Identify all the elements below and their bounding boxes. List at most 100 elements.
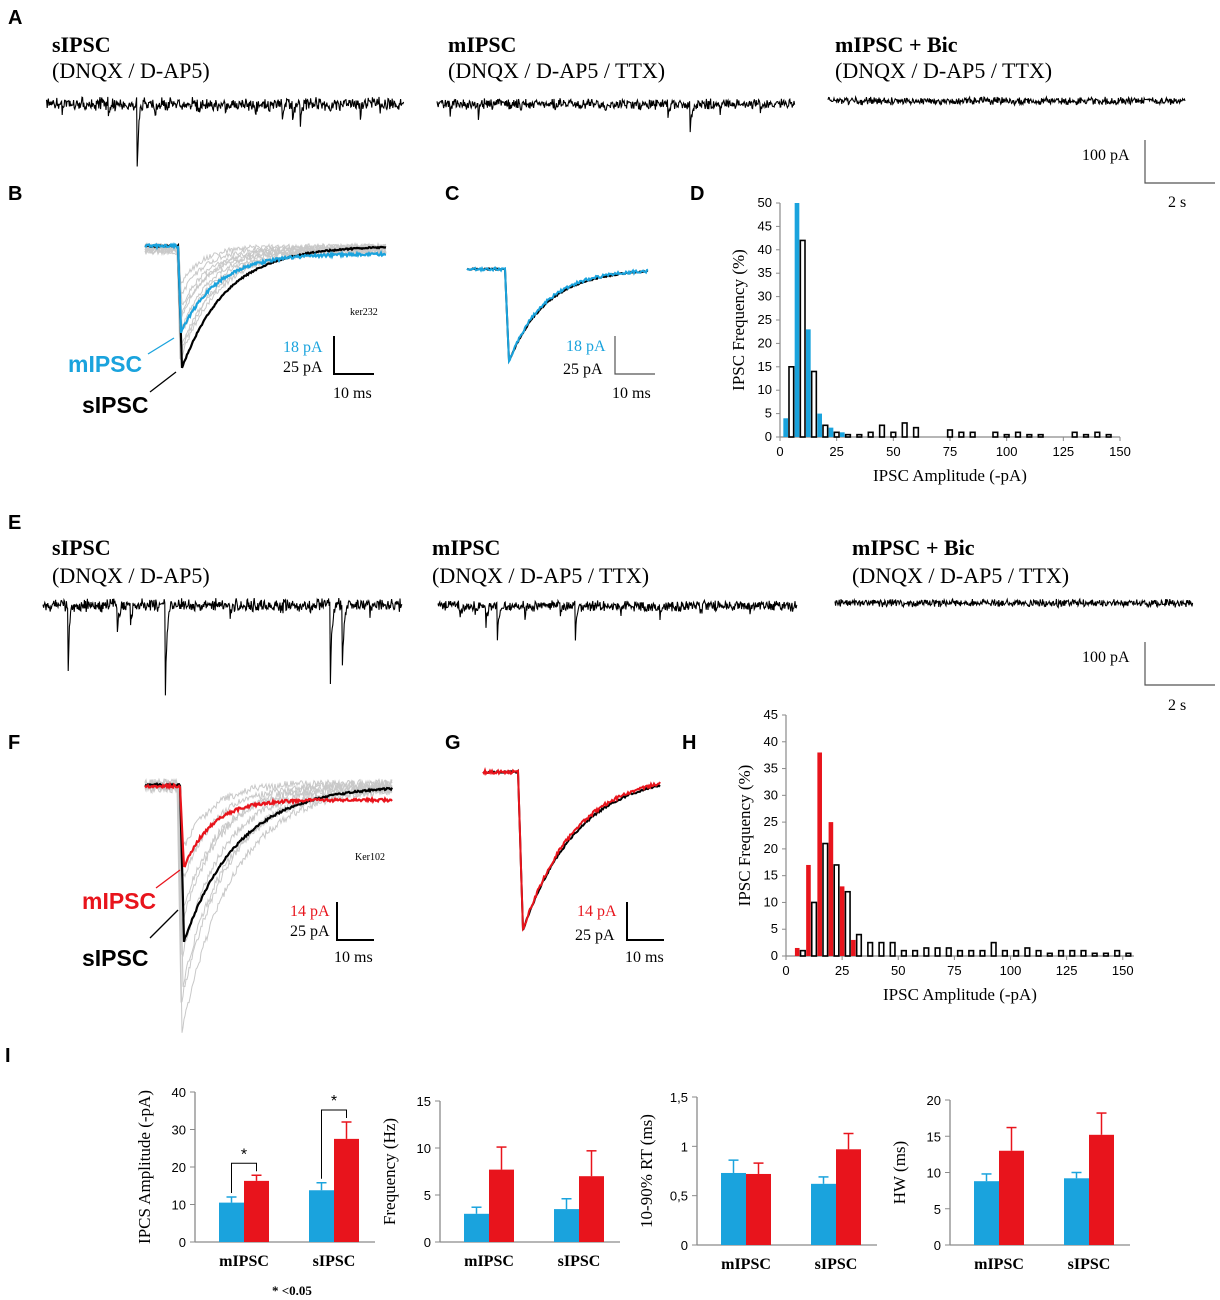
f-individual-trace <box>144 777 393 855</box>
b-scale-bar: 18 pA 25 pA 10 ms <box>283 336 374 402</box>
d-y-tick-label: 25 <box>758 312 772 327</box>
b-scale-t: 10 ms <box>333 385 372 402</box>
d-bar-sipsc <box>1026 433 1033 438</box>
d-y-tick-label: 30 <box>758 289 772 304</box>
i1-significance-star: * <box>241 1146 247 1163</box>
g-scale-bar: 14 pA 25 pA 10 ms <box>575 902 664 966</box>
a-cond3-subtitle: (DNQX / D-AP5 / TTX) <box>835 58 1052 83</box>
i-frequency-chart: 0 5 10 15 mIPSC sIPSC Frequency (Hz) <box>380 1094 620 1270</box>
h-bar-sipsc <box>956 949 964 957</box>
h-bar-sipsc <box>1114 949 1121 957</box>
h-bar-sipsc <box>867 941 874 957</box>
h-bar-sipsc <box>878 941 885 957</box>
h-bar-mipsc <box>806 864 811 956</box>
i-significance-footnote: * <0.05 <box>272 1283 312 1298</box>
f-arrow-mipsc <box>155 869 181 889</box>
h-x-tick-label: 0 <box>782 963 789 978</box>
h-bar-sipsc <box>1069 949 1076 957</box>
i3-error-bar <box>843 1132 854 1150</box>
i2-error-bar <box>496 1146 507 1170</box>
d-x-tick-label: 100 <box>996 444 1018 459</box>
i4-bar-control-mipsc <box>974 1181 999 1245</box>
h-x-tick-label: 75 <box>947 963 961 978</box>
d-histogram: 0 5 10 15 20 25 30 35 40 45 50 0 25 50 75 100 125 150 IPSC… <box>729 195 1131 485</box>
d-bar-sipsc <box>1105 433 1112 438</box>
h-x-tick-label: 25 <box>835 963 849 978</box>
d-bar-sipsc <box>844 433 852 438</box>
h-x-tick-label: 150 <box>1112 963 1134 978</box>
panel-label-e: E <box>8 512 21 534</box>
e-cond1-subtitle: (DNQX / D-AP5) <box>52 563 210 588</box>
d-bar-sipsc <box>946 429 954 438</box>
i3-bar-treated-mipsc <box>746 1173 771 1245</box>
i2-error-bar <box>471 1206 482 1214</box>
c-trace-sipsc-scaled <box>466 267 649 365</box>
d-bar-mipsc <box>806 329 811 437</box>
b-scale-s: 25 pA <box>283 359 323 376</box>
d-bar-sipsc <box>867 431 874 438</box>
h-bar-sipsc <box>934 947 941 957</box>
panel-label-b: B <box>8 183 22 205</box>
g-normalized-traces <box>482 767 661 932</box>
d-y-tick-label: 20 <box>758 335 772 350</box>
h-bar-sipsc <box>1080 949 1087 957</box>
e-scale-x-label: 2 s <box>1168 697 1186 714</box>
panel-label-c: C <box>445 183 459 205</box>
d-bar-mipsc <box>828 427 834 437</box>
h-y-tick-label: 25 <box>764 814 778 829</box>
h-bar-sipsc <box>923 947 930 957</box>
i3-y-tick-label: 0,5 <box>670 1189 688 1204</box>
d-y-tick-label: 15 <box>758 359 772 374</box>
f-scale-s: 25 pA <box>290 923 330 940</box>
f-legend-mipsc: mIPSC <box>82 888 156 914</box>
g-trace-sipsc-scaled <box>482 768 661 931</box>
e-cond3-title: mIPSC + Bic <box>852 535 975 560</box>
b-trace-sipsc-average <box>144 242 387 369</box>
d-bar-sipsc <box>1071 431 1078 438</box>
h-bar-sipsc <box>1057 949 1065 957</box>
e-raw-traces <box>42 597 1194 696</box>
i2-category-label: mIPSC <box>464 1253 514 1270</box>
i-amplitude-chart: 0 10 20 30 40 mIPSC * sIPSC * IPCS Amplitude (-pA… <box>135 1085 375 1270</box>
i1-bar-treated-sipsc <box>334 1138 359 1242</box>
f-scale-t: 10 ms <box>334 949 373 966</box>
b-trace-mipsc-average <box>144 242 387 334</box>
i1-y-axis-label: IPCS Amplitude (-pA) <box>135 1090 154 1244</box>
i1-y-tick-label: 30 <box>172 1123 186 1138</box>
h-bar-sipsc <box>799 949 806 957</box>
h-bar-sipsc <box>822 842 829 957</box>
e-cond3-subtitle: (DNQX / D-AP5 / TTX) <box>852 563 1069 588</box>
i4-category-label: mIPSC <box>974 1256 1024 1273</box>
d-bar-mipsc <box>794 203 800 437</box>
panel-label-g: G <box>445 732 461 754</box>
i2-error-bar <box>561 1198 572 1210</box>
i3-category-label: sIPSC <box>815 1256 858 1273</box>
h-y-tick-label: 15 <box>764 868 778 883</box>
a-cond1-title: sIPSC <box>52 32 111 57</box>
i4-error-bar <box>1096 1112 1107 1135</box>
i4-error-bar <box>1071 1171 1082 1179</box>
i3-error-bar <box>728 1159 739 1173</box>
h-bar-sipsc <box>833 864 840 957</box>
i1-y-tick-label: 10 <box>172 1198 186 1213</box>
e-trace-bic <box>834 597 1194 609</box>
e-trace-sipsc <box>42 597 403 696</box>
i1-bar-control-sipsc <box>309 1190 334 1242</box>
h-bar-sipsc <box>945 947 952 957</box>
d-x-tick-label: 0 <box>776 444 783 459</box>
d-y-tick-label: 35 <box>758 265 772 280</box>
panel-label-a: A <box>8 7 22 29</box>
d-x-tick-label: 150 <box>1109 444 1131 459</box>
h-bar-sipsc <box>1013 949 1020 957</box>
h-y-tick-label: 10 <box>764 894 778 909</box>
c-trace-mipsc-scaled <box>466 265 649 365</box>
d-x-tick-label: 25 <box>829 444 843 459</box>
e-cond2-title: mIPSC <box>432 535 500 560</box>
d-bar-mipsc <box>840 432 845 437</box>
f-trace-mipsc-average <box>144 781 393 868</box>
h-bar-sipsc <box>855 933 863 957</box>
a-cond3-title: mIPSC + Bic <box>835 32 958 57</box>
i3-error-bar <box>818 1176 829 1184</box>
i4-y-tick-label: 10 <box>927 1166 941 1181</box>
d-y-axis-label: IPSC Frequency (%) <box>729 249 748 391</box>
